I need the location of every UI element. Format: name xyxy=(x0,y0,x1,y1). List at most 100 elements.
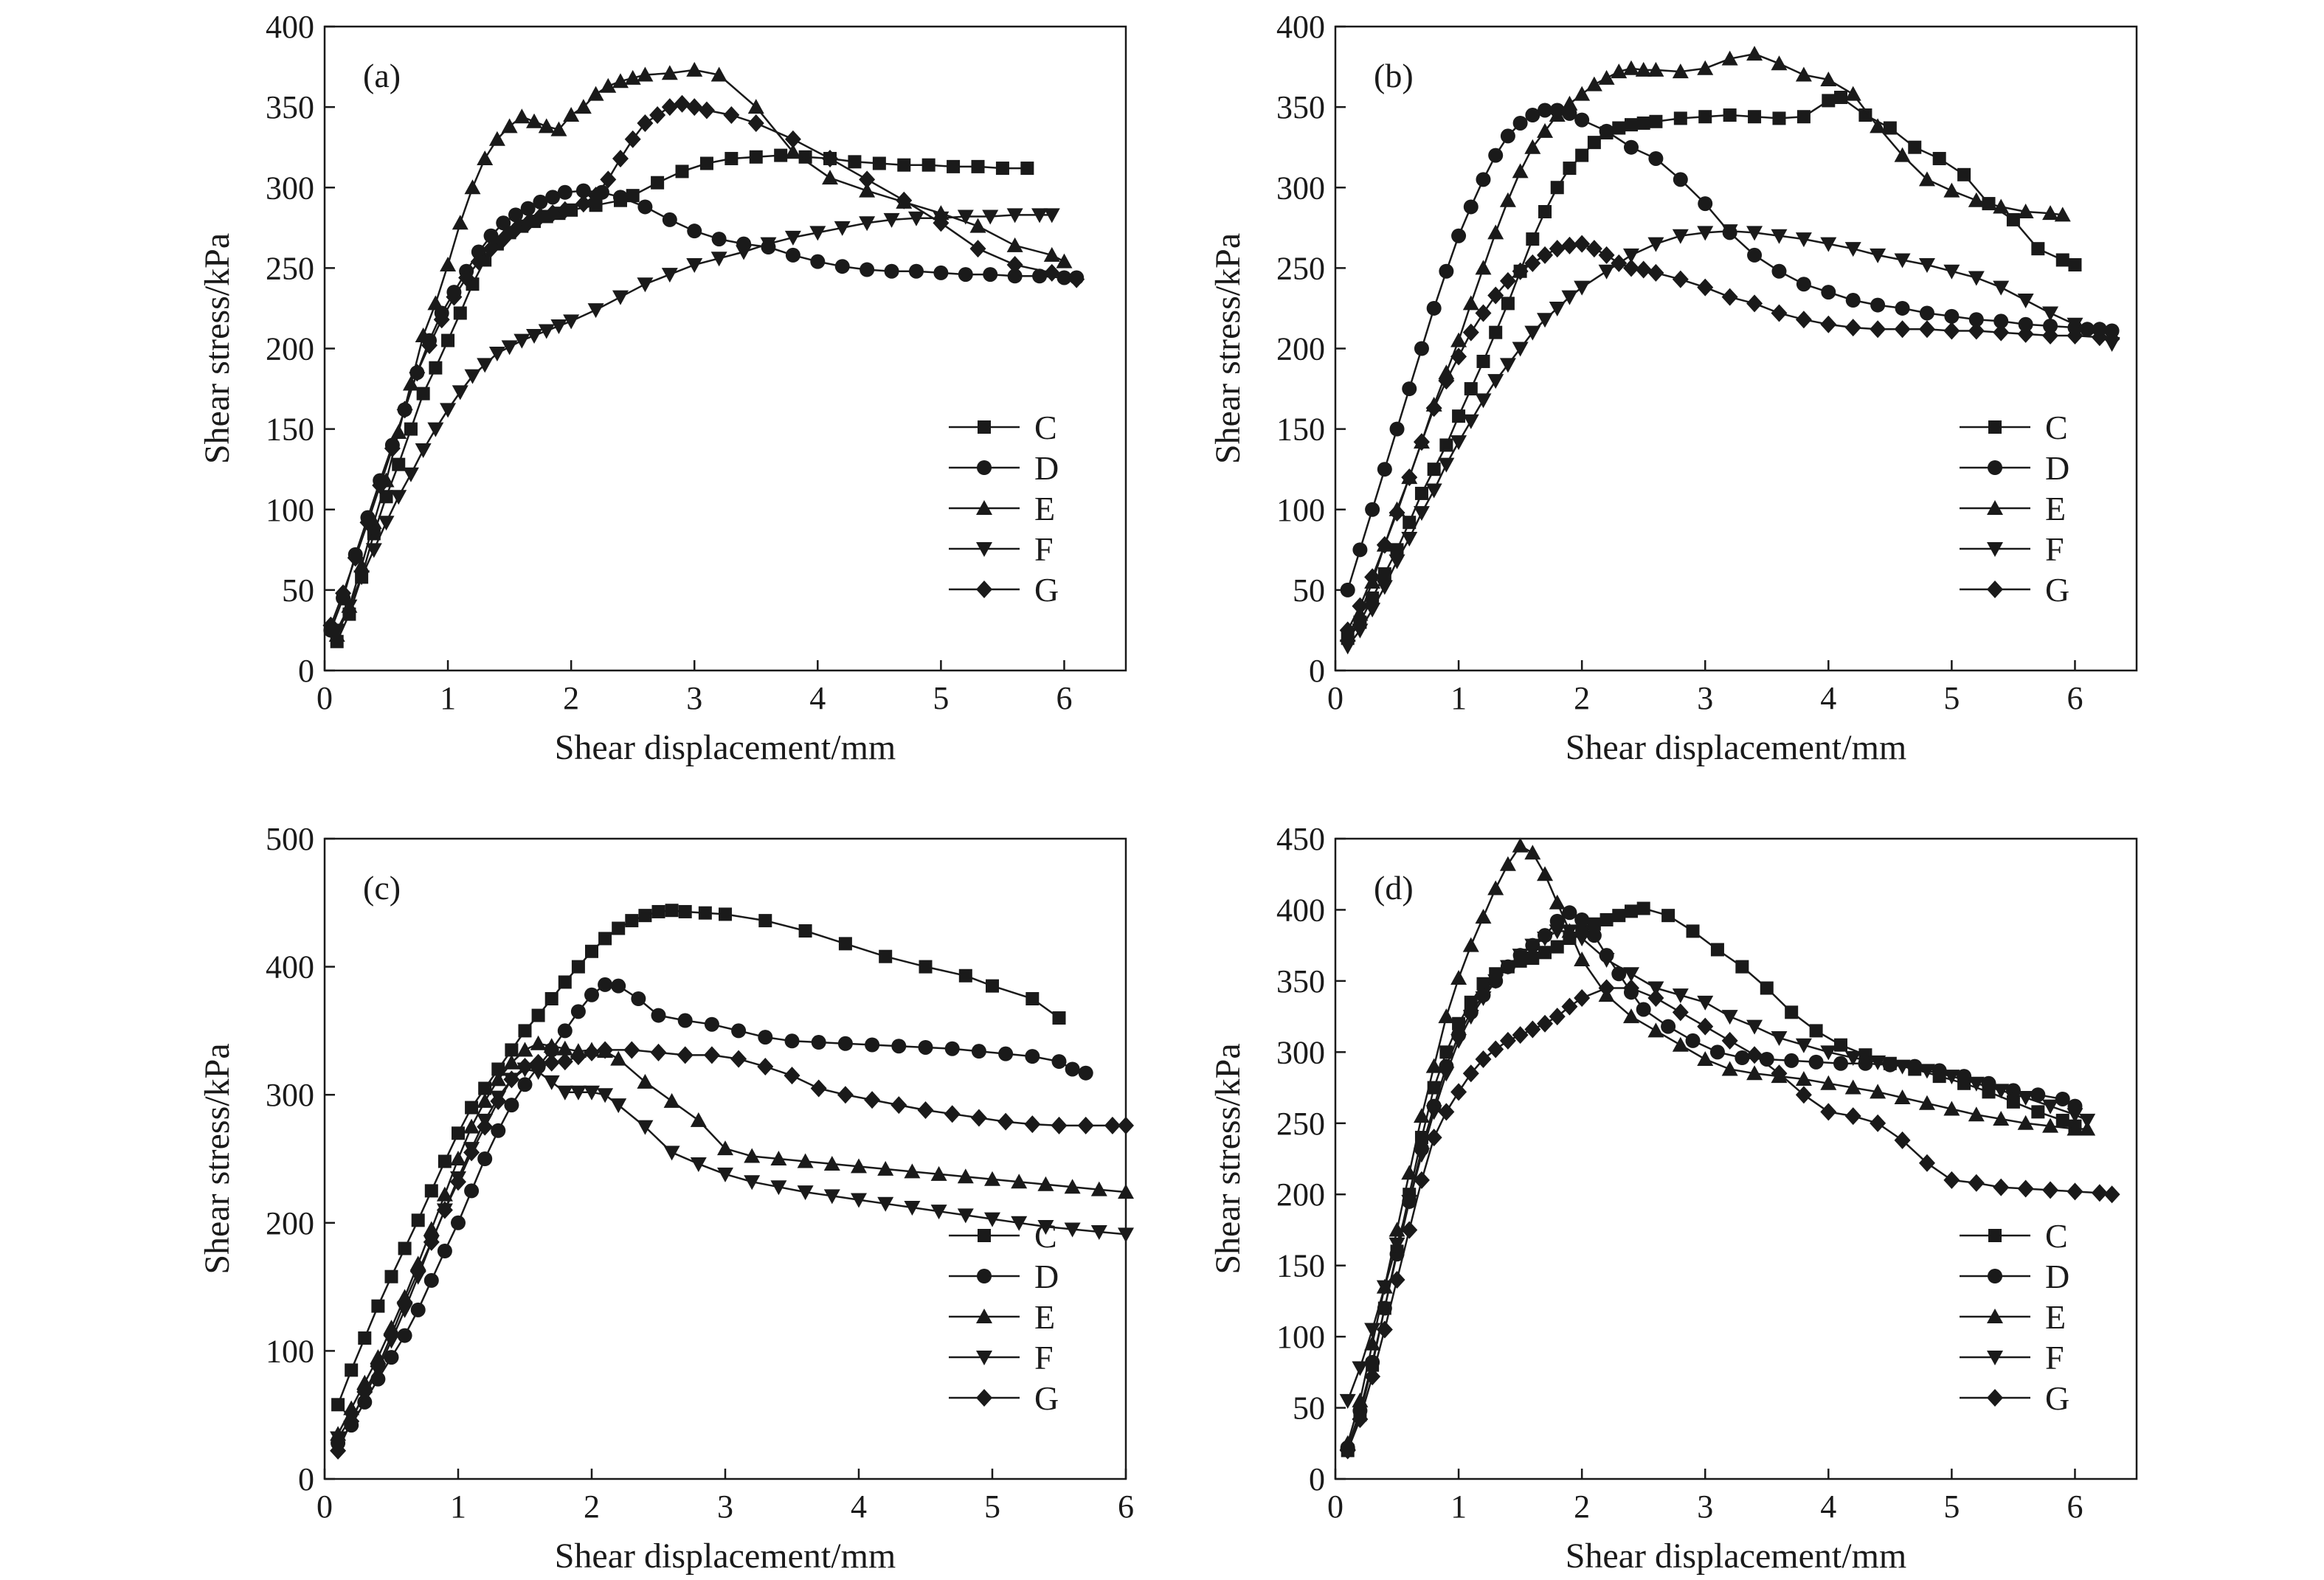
data-point-F xyxy=(883,212,900,228)
data-point-G xyxy=(1585,240,1602,258)
data-point-D xyxy=(520,201,536,216)
data-point-C xyxy=(505,1043,519,1057)
data-point-G xyxy=(1771,1064,1788,1083)
data-point-D xyxy=(1698,196,1713,212)
data-point-F xyxy=(809,226,826,241)
data-point-F xyxy=(982,209,999,225)
data-point-D xyxy=(1759,1051,1774,1067)
data-point-F xyxy=(1993,1084,2010,1099)
x-axis-label: Shear displacement/mm xyxy=(1566,1536,1907,1576)
data-point-F xyxy=(440,403,457,418)
data-point-G xyxy=(556,201,573,219)
data-point-E xyxy=(610,1050,627,1066)
data-point-G xyxy=(661,98,678,117)
data-point-G xyxy=(335,584,352,603)
data-point-F xyxy=(1647,981,1664,997)
data-point-D xyxy=(998,1046,1014,1061)
data-point-E xyxy=(1844,86,1861,101)
data-point-C xyxy=(1377,567,1391,581)
data-point-C xyxy=(589,198,603,212)
data-point-G xyxy=(677,1046,694,1064)
data-point-F xyxy=(1795,1038,1812,1053)
data-point-E xyxy=(1537,122,1554,138)
y-axis-label: Shear stress/kPa xyxy=(198,233,237,464)
data-point-D xyxy=(1771,263,1787,279)
data-point-D xyxy=(1845,293,1861,308)
data-point-C xyxy=(1538,946,1552,960)
legend-marker-C xyxy=(978,1229,991,1242)
data-point-G xyxy=(470,252,487,271)
data-point-E xyxy=(1561,95,1578,111)
data-point-F xyxy=(930,1205,947,1220)
data-point-G xyxy=(969,240,986,258)
data-point-G xyxy=(433,311,450,329)
data-point-E xyxy=(1844,1079,1861,1095)
data-point-C xyxy=(719,907,732,921)
data-point-G xyxy=(730,1050,747,1068)
data-point-G xyxy=(2067,1182,2083,1201)
data-point-E xyxy=(612,73,629,89)
data-point-G xyxy=(624,130,641,148)
data-point-C xyxy=(995,162,1009,176)
data-point-C xyxy=(518,1024,532,1038)
data-point-D xyxy=(1426,300,1442,316)
data-point-G xyxy=(933,214,950,232)
data-point-F xyxy=(1512,342,1529,357)
data-point-G xyxy=(650,1043,667,1061)
data-point-C xyxy=(1796,110,1811,124)
data-point-E xyxy=(851,1158,867,1174)
data-point-E xyxy=(556,1040,573,1056)
data-point-G xyxy=(997,1112,1014,1131)
panel-label: (c) xyxy=(363,869,401,907)
data-point-F xyxy=(904,1200,921,1216)
data-point-C xyxy=(331,1398,345,1412)
data-point-E xyxy=(550,121,567,136)
data-point-E xyxy=(1672,1036,1689,1052)
data-point-F xyxy=(1425,483,1442,499)
y-tick-label: 300 xyxy=(1276,170,1325,206)
data-point-E xyxy=(1549,107,1566,122)
series-G xyxy=(1339,235,2120,640)
data-point-F xyxy=(530,1064,547,1080)
legend-label-D: D xyxy=(1034,1258,1059,1295)
data-point-E xyxy=(415,328,432,343)
data-point-F xyxy=(736,245,753,260)
data-point-C xyxy=(1710,943,1724,957)
data-point-G xyxy=(1993,323,2010,342)
data-point-F xyxy=(587,303,604,319)
legend-label-G: G xyxy=(2045,571,2069,609)
y-tick-label: 0 xyxy=(298,653,314,689)
data-point-F xyxy=(717,1167,733,1182)
data-point-D xyxy=(1661,1019,1676,1034)
data-point-C xyxy=(398,1241,412,1255)
data-point-C xyxy=(626,189,640,203)
data-point-G xyxy=(1672,270,1689,288)
panel-label: (d) xyxy=(1374,869,1414,907)
legend-label-F: F xyxy=(1034,530,1054,568)
data-point-D xyxy=(1709,1044,1725,1060)
data-point-F xyxy=(1376,1280,1393,1295)
legend-label-E: E xyxy=(1034,490,1055,527)
data-point-G xyxy=(1721,288,1738,306)
data-point-E xyxy=(637,1073,654,1089)
data-point-D xyxy=(884,263,899,279)
legend-label-F: F xyxy=(2045,1339,2064,1376)
data-point-F xyxy=(1746,226,1763,241)
data-point-D xyxy=(410,1302,426,1317)
data-point-G xyxy=(575,195,592,213)
data-point-D xyxy=(1574,912,1590,927)
data-point-G xyxy=(1388,1270,1405,1289)
data-point-E xyxy=(904,1163,921,1179)
data-point-G xyxy=(1697,278,1714,297)
data-point-E xyxy=(1462,937,1479,952)
data-point-C xyxy=(1883,121,1897,135)
x-tick-label: 5 xyxy=(984,1489,1000,1525)
data-point-F xyxy=(1943,264,1960,280)
data-point-F xyxy=(501,340,518,356)
data-point-G xyxy=(1537,246,1554,264)
data-point-F xyxy=(1524,325,1541,341)
data-point-F xyxy=(612,290,629,305)
data-point-D xyxy=(1389,421,1405,437)
data-point-D xyxy=(1463,199,1479,215)
data-point-F xyxy=(1918,1064,1935,1079)
